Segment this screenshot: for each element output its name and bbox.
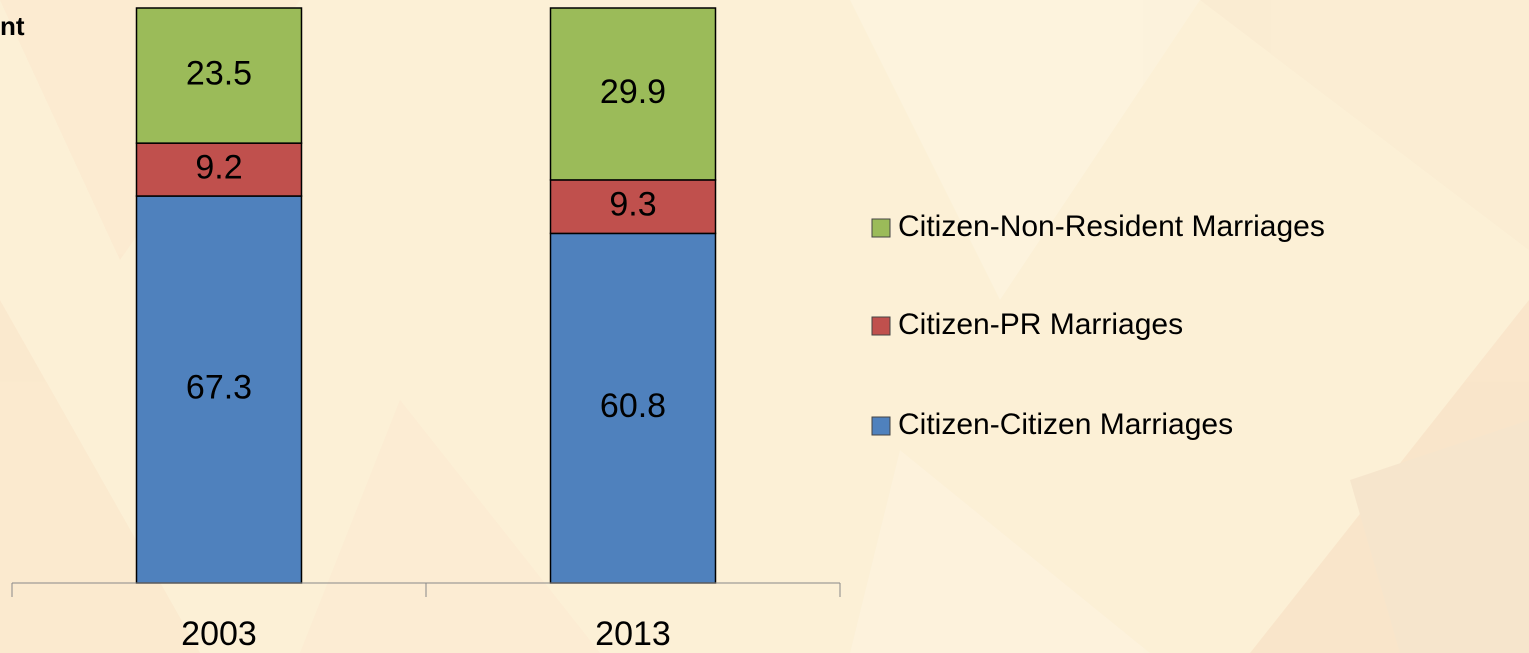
data-label: 9.2 (195, 149, 242, 187)
legend-swatch (871, 416, 891, 436)
data-label: 9.3 (609, 186, 656, 224)
legend-label: Citizen-Non-Resident Marriages (898, 210, 1325, 243)
legend-label: Citizen-PR Marriages (898, 308, 1183, 341)
data-label: 67.3 (186, 368, 252, 406)
data-label: 60.8 (600, 387, 666, 425)
bar-segment (549, 179, 717, 235)
legend-label: Citizen-Citizen Marriages (898, 408, 1233, 441)
bar-segment (135, 7, 303, 144)
legend-swatch (871, 316, 891, 336)
bar-segment (549, 7, 717, 181)
x-tick-label: 2013 (595, 615, 671, 653)
data-label: 23.5 (186, 55, 252, 93)
y-axis-label: nt (0, 11, 25, 41)
legend-swatch (871, 218, 891, 238)
x-tick-label: 2003 (181, 615, 257, 653)
data-label: 29.9 (600, 73, 666, 111)
